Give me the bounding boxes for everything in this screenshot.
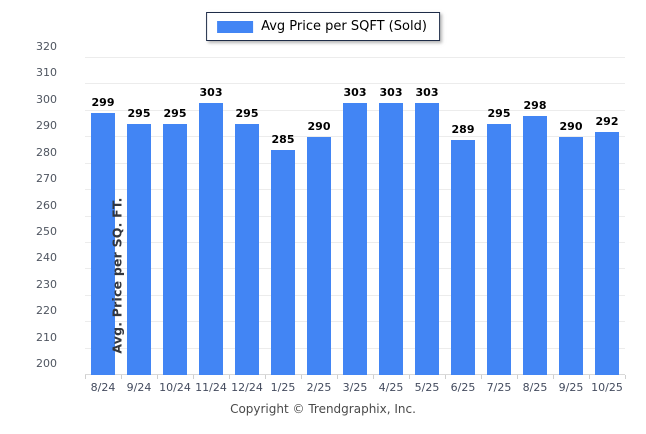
legend-label: Avg Price per SQFT (Sold): [261, 19, 427, 34]
bar-slot: 303: [409, 58, 445, 375]
y-tick-label: 270: [36, 172, 57, 186]
bar-12/24: [235, 124, 259, 375]
bar-3/25: [343, 102, 367, 375]
bar-slot: 295: [121, 58, 157, 375]
y-tick-label: 310: [36, 66, 57, 80]
bar-value-label: 295: [163, 107, 187, 121]
bar-8/24: [91, 113, 115, 375]
x-axis-tick: [193, 375, 194, 379]
bar-11/24: [199, 102, 223, 375]
x-tick-label: 4/25: [378, 381, 404, 394]
y-tick-label: 240: [36, 251, 57, 265]
gridline: [85, 83, 625, 85]
bar-6/25: [451, 139, 475, 375]
bar-10/24: [163, 124, 187, 375]
x-axis-tick: [337, 375, 338, 379]
x-tick-label: 10/25: [591, 381, 623, 394]
bar-slot: 299: [85, 58, 121, 375]
bar-value-label: 298: [523, 99, 547, 113]
x-axis-tick: [229, 375, 230, 379]
x-axis-tick: [301, 375, 302, 379]
x-axis-tick: [373, 375, 374, 379]
y-tick-label: 220: [36, 304, 57, 318]
bar-slot: 285: [265, 58, 301, 375]
y-tick-label: 290: [36, 119, 57, 133]
bar-slot: 295: [157, 58, 193, 375]
bar-slot: 289: [445, 58, 481, 375]
bar-4/25: [379, 102, 403, 375]
x-tick-label: 9/25: [558, 381, 584, 394]
plot-area: 200 210 220 230 240 250 260 270 280 290 300 310 320 …: [36, 40, 626, 394]
x-tick-label: 10/24: [159, 381, 191, 394]
legend: Avg Price per SQFT (Sold): [206, 12, 440, 41]
gridline: [85, 57, 625, 58]
bar-5/25: [415, 102, 439, 375]
x-axis-tick: [553, 375, 554, 379]
y-tick-label: 320: [36, 40, 57, 53]
bar-slot: 290: [553, 58, 589, 375]
x-tick-label: 11/24: [195, 381, 227, 394]
bar-value-label: 292: [595, 114, 619, 128]
x-tick-label: 7/25: [486, 381, 512, 394]
x-axis-tick: [445, 375, 446, 379]
x-tick-label: 2/25: [306, 381, 332, 394]
y-tick-label: 230: [36, 277, 57, 291]
x-axis-tick: [625, 375, 626, 379]
y-tick-label: 300: [36, 92, 57, 106]
bar-9/25: [559, 137, 583, 375]
bar-slot: 290: [301, 58, 337, 375]
x-tick-label: 8/25: [522, 381, 548, 394]
bar-value-label: 290: [307, 120, 331, 134]
x-axis-tick: [409, 375, 410, 379]
x-axis-tick: [589, 375, 590, 379]
y-tick-label: 250: [36, 224, 57, 238]
x-axis-tick: [157, 375, 158, 379]
bar-value-label: 303: [415, 85, 439, 99]
bar-value-label: 295: [235, 107, 259, 121]
bar-value-label: 295: [487, 107, 511, 121]
bar-value-label: 285: [271, 133, 295, 147]
bar-8/25: [523, 116, 547, 375]
bar-value-label: 295: [127, 107, 151, 121]
x-tick-label: 5/25: [414, 381, 440, 394]
legend-swatch-icon: [217, 20, 254, 33]
x-tick-label: 9/24: [126, 381, 152, 394]
x-tick-label: 6/25: [450, 381, 476, 394]
bar-9/24: [127, 124, 151, 375]
x-axis-tick: [121, 375, 122, 379]
x-axis-tick: [517, 375, 518, 379]
bar-1/25: [271, 150, 295, 375]
bar-slot: 292: [589, 58, 625, 375]
bar-slot: 303: [193, 58, 229, 375]
x-tick-label: 12/24: [231, 381, 263, 394]
y-tick-label: 280: [36, 145, 57, 159]
x-axis-tick: [481, 375, 482, 379]
x-tick-label: 1/25: [270, 381, 296, 394]
bar-7/25: [487, 124, 511, 375]
bar-value-label: 289: [451, 122, 475, 136]
copyright-text: Copyright © Trendgraphix, Inc.: [230, 402, 416, 416]
y-tick-label: 200: [36, 357, 57, 370]
bar-slot: 295: [229, 58, 265, 375]
y-axis-title: Avg. Price per SQ. FT.: [109, 197, 125, 354]
bar-slot: 303: [373, 58, 409, 375]
bar-2/25: [307, 137, 331, 375]
bar-value-label: 303: [379, 85, 403, 99]
bar-slot: 303: [337, 58, 373, 375]
y-tick-label: 210: [36, 330, 57, 344]
bar-value-label: 303: [199, 85, 223, 99]
bar-value-label: 303: [343, 85, 367, 99]
bar-value-label: 299: [91, 96, 115, 110]
bar-slot: 298: [517, 58, 553, 375]
x-tick-label: 3/25: [342, 381, 368, 394]
bar-slot: 295: [481, 58, 517, 375]
bar-value-label: 290: [559, 120, 583, 134]
y-tick-label: 260: [36, 198, 57, 212]
x-tick-label: 8/24: [90, 381, 116, 394]
bar-10/25: [595, 131, 619, 375]
x-axis-tick: [265, 375, 266, 379]
x-axis-tick: [85, 375, 86, 379]
